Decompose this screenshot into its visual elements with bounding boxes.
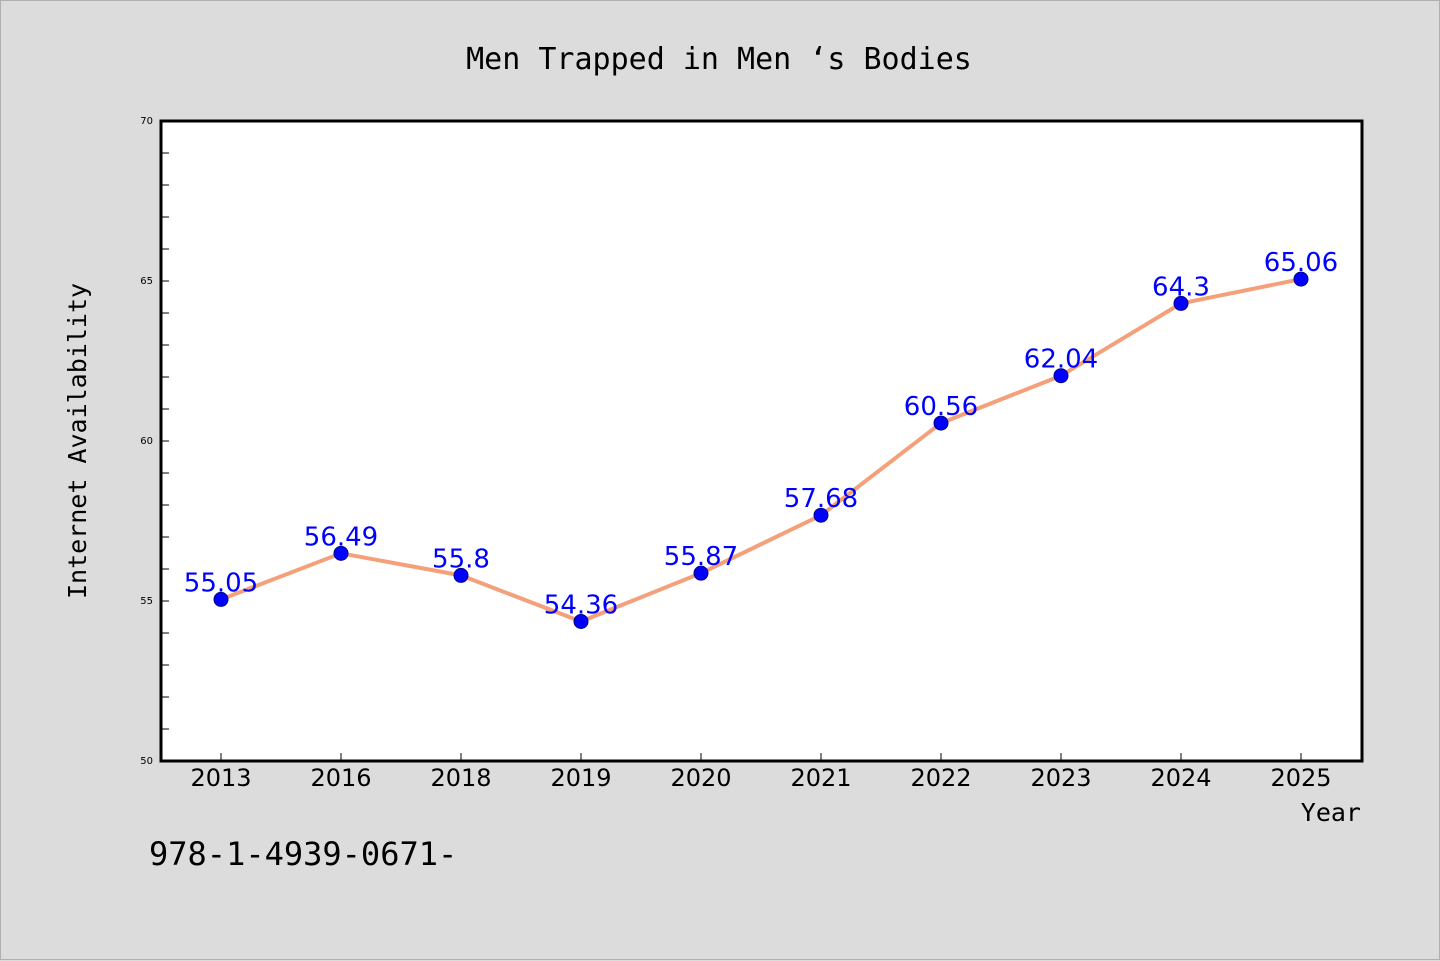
data-label: 55.87: [664, 542, 738, 572]
data-label: 57.68: [784, 484, 858, 514]
data-label: 54.36: [544, 590, 618, 620]
y-tick-label: 70: [140, 116, 153, 127]
x-tick-label: 2024: [1150, 764, 1211, 792]
data-label: 62.04: [1024, 345, 1098, 375]
y-axis-ticks: 50 55 60 65 70: [140, 116, 169, 767]
data-label: 65.06: [1264, 248, 1338, 278]
data-point: [933, 415, 949, 431]
x-tick-label: 2025: [1270, 764, 1331, 792]
footer-text: 978-1-4939-0671-: [149, 835, 457, 873]
y-tick-label: 60: [140, 436, 153, 447]
series-markers: [213, 271, 1309, 629]
x-axis-ticks: 2013 2016 2018 2019 2020 2021 2022 2023 2024 2025: [190, 753, 1332, 792]
data-point: [573, 613, 589, 629]
data-label: 60.56: [904, 392, 978, 422]
data-point: [1293, 271, 1309, 287]
data-label: 55.05: [184, 568, 258, 598]
data-point: [1053, 368, 1069, 384]
x-tick-label: 2019: [550, 764, 611, 792]
data-labels: 55.05 56.49 55.8 54.36 55.87 57.68 60.56 62.04 6…: [184, 248, 1338, 620]
x-tick-label: 2016: [310, 764, 371, 792]
data-point: [333, 545, 349, 561]
y-axis-label: Internet Availability: [63, 283, 92, 599]
x-tick-label: 2021: [790, 764, 851, 792]
data-point: [213, 591, 229, 607]
series-line: [220, 277, 1302, 624]
data-point: [813, 507, 829, 523]
y-tick-label: 65: [140, 276, 153, 287]
chart-title: Men Trapped in Men ‘s Bodies: [466, 42, 972, 77]
x-tick-label: 2018: [430, 764, 491, 792]
x-tick-label: 2023: [1030, 764, 1091, 792]
plot-area: [159, 119, 1364, 763]
data-point: [453, 567, 469, 583]
y-tick-label: 55: [140, 596, 153, 607]
data-point: [693, 565, 709, 581]
data-label: 64.3: [1152, 272, 1210, 302]
x-tick-label: 2022: [910, 764, 971, 792]
x-tick-label: 2020: [670, 764, 731, 792]
data-label: 55.8: [432, 544, 490, 574]
x-axis-label: Year: [1301, 798, 1361, 827]
data-label: 56.49: [304, 522, 378, 552]
y-tick-label: 50: [140, 756, 153, 767]
data-point: [1173, 295, 1189, 311]
x-tick-label: 2013: [190, 764, 251, 792]
